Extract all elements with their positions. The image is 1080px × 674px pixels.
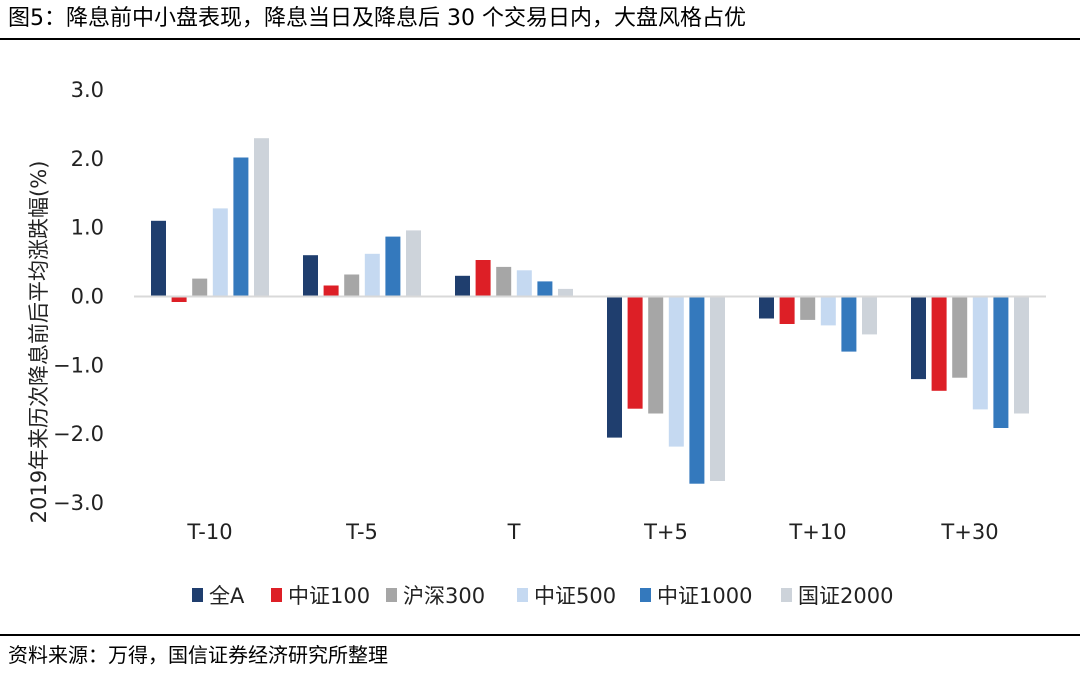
bar xyxy=(862,296,877,335)
bar xyxy=(759,296,774,319)
bar xyxy=(952,296,968,378)
bar xyxy=(931,296,947,391)
x-axis-ticks: T-10 T-5 T T+5 T+10 T+30 xyxy=(186,520,998,544)
legend-swatch xyxy=(640,588,651,602)
y-tick-label: 1.0 xyxy=(71,216,104,240)
legend-swatch xyxy=(271,588,282,602)
bar xyxy=(911,296,926,380)
bar xyxy=(558,288,573,297)
y-tick-label: −3.0 xyxy=(53,491,104,515)
y-tick-label: 2.0 xyxy=(71,147,104,171)
legend: 全A 中证100 沪深300 中证500 中证1000 国证2000 xyxy=(192,584,893,608)
bar xyxy=(972,296,988,410)
bar xyxy=(303,255,318,297)
bar xyxy=(841,296,857,352)
y-tick-label: −1.0 xyxy=(53,353,104,377)
x-tick-label: T xyxy=(507,520,521,544)
bar xyxy=(1014,296,1029,414)
bar xyxy=(800,296,816,320)
bar xyxy=(455,275,470,297)
bar xyxy=(496,266,512,297)
title-divider xyxy=(0,38,1080,40)
source-note: 资料来源：万得，国信证券经济研究所整理 xyxy=(8,643,388,667)
plot-area xyxy=(134,138,1046,484)
legend-swatch xyxy=(517,588,528,602)
bar xyxy=(212,208,228,297)
legend-swatch xyxy=(781,588,792,602)
bar xyxy=(151,220,166,297)
y-tick-label: 0.0 xyxy=(71,285,104,309)
bar xyxy=(779,296,795,324)
x-tick-label: T-5 xyxy=(345,520,378,544)
bar xyxy=(364,253,380,297)
legend-entry: 国证2000 xyxy=(798,584,893,608)
legend-entry: 中证500 xyxy=(534,584,616,608)
bar xyxy=(516,270,532,297)
bar xyxy=(648,296,664,414)
y-tick-label: 3.0 xyxy=(71,78,104,102)
bar xyxy=(607,296,622,438)
legend-entry: 中证1000 xyxy=(657,584,752,608)
legend-swatch xyxy=(386,588,397,602)
figure-title: 图5：降息前中小盘表现，降息当日及降息后 30 个交易日内，大盘风格占优 xyxy=(8,6,746,31)
x-tick-label: T+10 xyxy=(788,520,846,544)
x-tick-label: T+30 xyxy=(940,520,998,544)
bar xyxy=(385,236,401,297)
bar xyxy=(254,138,269,297)
x-tick-label: T-10 xyxy=(186,520,232,544)
bar xyxy=(323,285,339,297)
legend-entry: 沪深300 xyxy=(403,584,485,608)
bar xyxy=(475,260,491,297)
y-axis-label: 2019年来历次降息前后平均涨跌幅(%) xyxy=(27,161,51,524)
bar xyxy=(627,296,643,409)
bar xyxy=(820,296,836,326)
bar xyxy=(993,296,1009,428)
y-tick-label: −2.0 xyxy=(53,422,104,446)
bar xyxy=(537,281,553,297)
bar xyxy=(710,296,725,481)
bar xyxy=(192,278,208,297)
bar xyxy=(344,274,360,297)
legend-entry: 中证100 xyxy=(288,584,370,608)
bar xyxy=(171,296,187,302)
bar xyxy=(233,157,249,297)
bar xyxy=(689,296,705,484)
bar xyxy=(406,230,421,297)
legend-entry: 全A xyxy=(209,584,245,608)
bar-chart: 3.0 2.0 1.0 0.0 −1.0 −2.0 −3.0 T-10 T-5 T T+5 T+10… xyxy=(27,78,1046,608)
source-divider xyxy=(0,634,1080,636)
x-tick-label: T+5 xyxy=(643,520,688,544)
legend-swatch xyxy=(192,588,203,602)
y-axis-ticks: 3.0 2.0 1.0 0.0 −1.0 −2.0 −3.0 xyxy=(53,78,104,515)
bar xyxy=(668,296,684,447)
